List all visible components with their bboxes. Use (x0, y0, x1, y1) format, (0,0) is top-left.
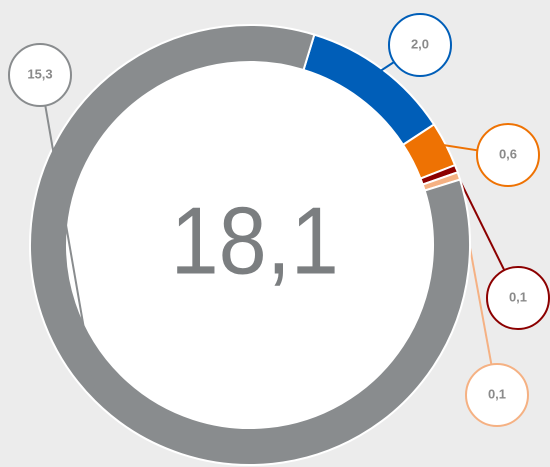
callout-bubble (476, 123, 540, 187)
leader-line (380, 61, 395, 72)
value-label: 0,1 (509, 289, 527, 304)
value-label: 15,3 (27, 66, 52, 81)
value-label: 0,6 (499, 146, 517, 161)
callout-bubble (486, 266, 550, 330)
callout-bubble (8, 43, 72, 107)
value-label: 2,0 (411, 36, 429, 51)
leader-line (44, 105, 98, 400)
center-label: 18,1 (171, 187, 339, 294)
leader-line (443, 144, 478, 152)
value-label: 0,1 (488, 386, 506, 401)
callout-bubble (465, 363, 529, 427)
donut-segment (29, 24, 471, 466)
donut-center (50, 45, 450, 445)
callout-bubble (388, 13, 452, 77)
